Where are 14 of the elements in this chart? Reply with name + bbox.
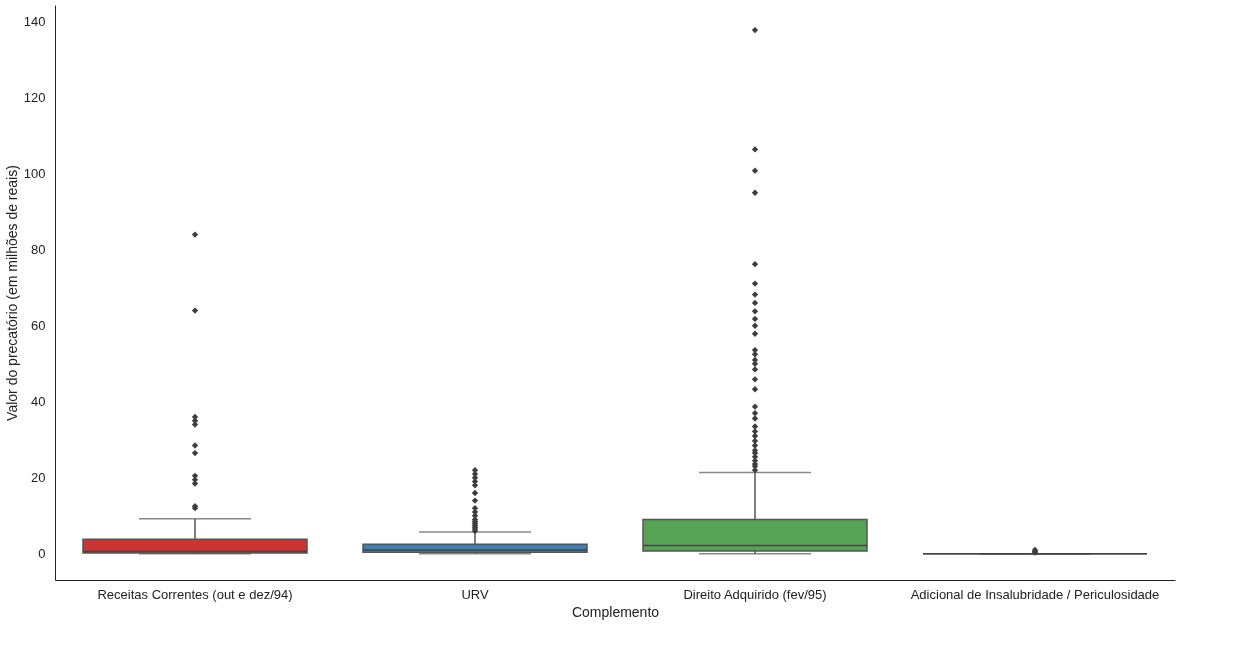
x-tick-label: Receitas Correntes (out e dez/94): [97, 586, 293, 602]
x-tick-label: Direito Adquirido (fev/95): [683, 586, 827, 602]
y-axis-title: Valor do precatório (em milhões de reais): [3, 165, 20, 421]
y-tick-label: 20: [31, 470, 46, 486]
y-tick-label: 100: [23, 166, 46, 182]
y-tick-label: 60: [31, 318, 46, 334]
x-tick-label: URV: [461, 586, 489, 602]
x-tick-label: Adicional de Insalubridade / Periculosidade: [910, 586, 1160, 602]
y-tick-label: 120: [23, 90, 46, 106]
y-tick-label: 0: [38, 546, 46, 562]
y-tick-label: 80: [31, 242, 46, 258]
y-tick-label: 40: [31, 394, 46, 410]
x-axis-title: Complemento: [571, 603, 660, 620]
y-tick-label: 140: [23, 14, 46, 30]
